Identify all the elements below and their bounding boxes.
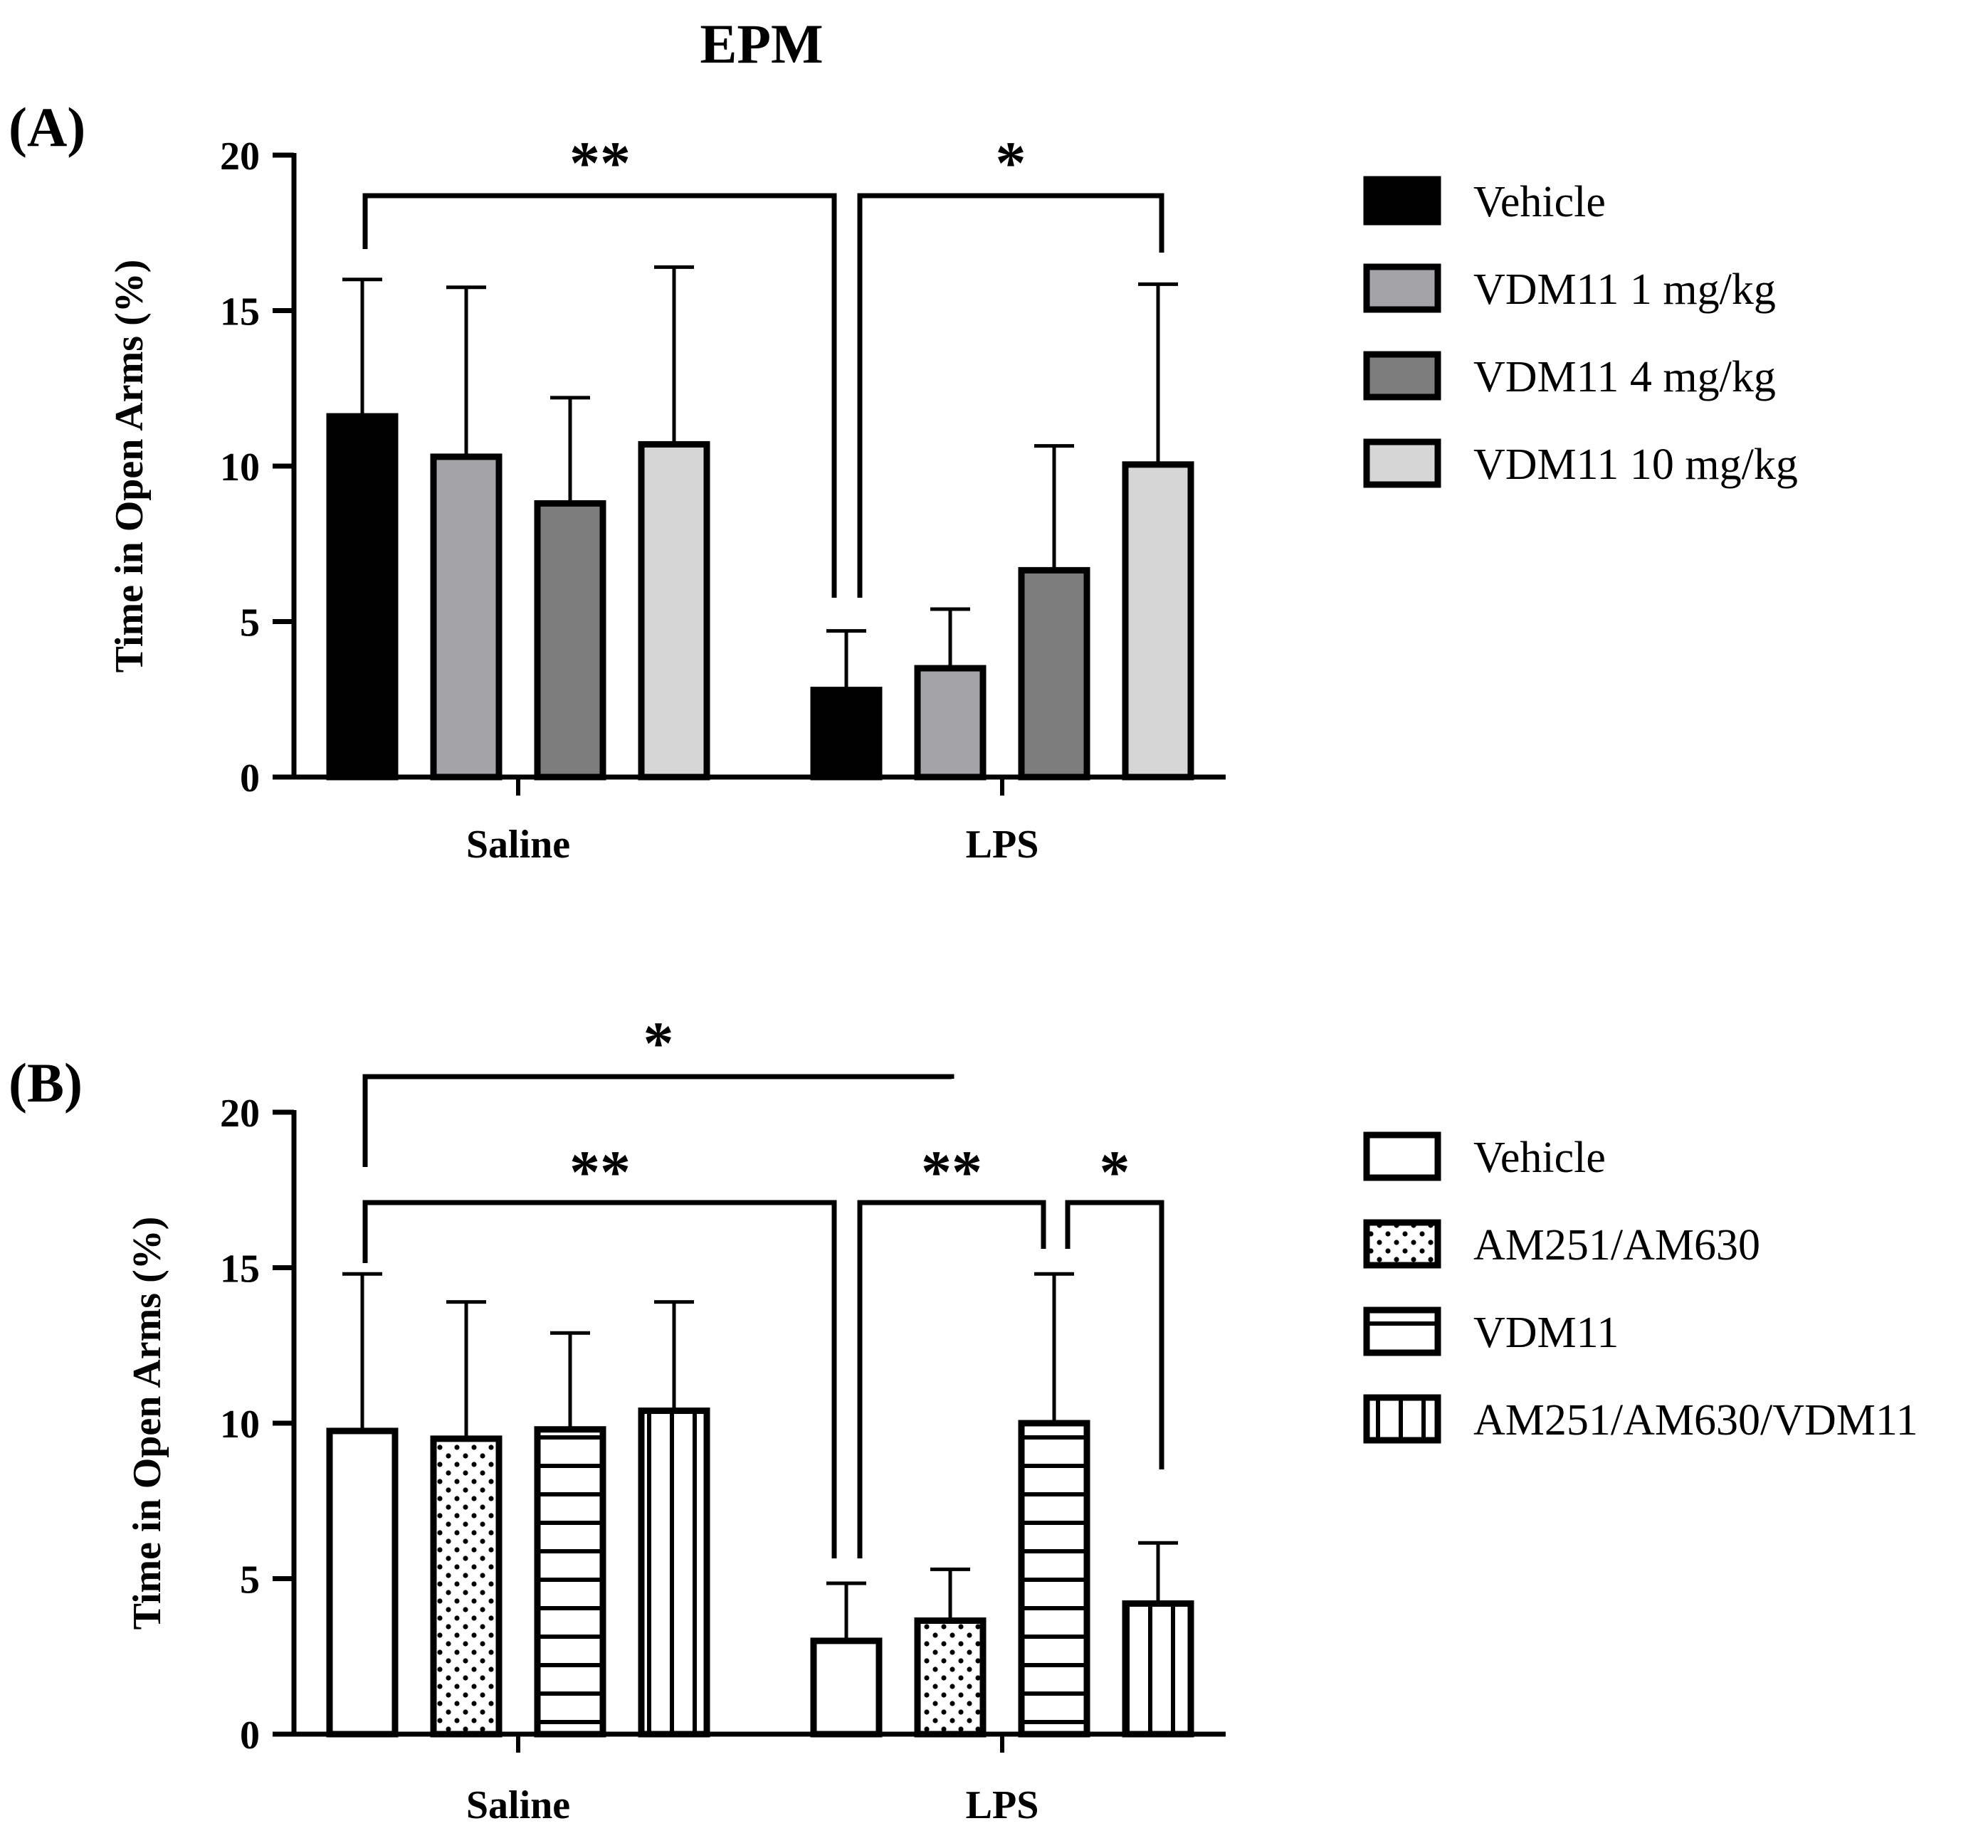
y-tick-label: 5 (240, 1558, 260, 1603)
x-category-label: LPS (966, 1783, 1039, 1827)
y-tick-label: 15 (220, 290, 260, 334)
significance-label: ** (569, 1138, 631, 1206)
panel-label: (B) (9, 1052, 83, 1114)
bar (534, 500, 606, 781)
y-tick-label: 10 (220, 445, 260, 490)
y-tick-label: 20 (220, 1092, 260, 1136)
legend-swatch (1363, 351, 1441, 401)
bar (638, 440, 710, 781)
significance-bracket (857, 1200, 1046, 1558)
bar (430, 1435, 503, 1738)
legend-swatch (1363, 176, 1441, 226)
legend-label: VDM11 4 mg/kg (1473, 353, 1776, 401)
significance-bracket (1065, 1200, 1164, 1469)
legend-label: VDM11 10 mg/kg (1473, 440, 1798, 489)
bar (810, 1637, 883, 1738)
x-category-label: LPS (966, 823, 1039, 867)
bar (326, 413, 399, 781)
bar (430, 453, 503, 781)
legend-swatch (1363, 438, 1441, 488)
legend-swatch (1363, 1131, 1441, 1181)
significance-label: ** (921, 1138, 982, 1206)
panel-label: (A) (9, 96, 85, 158)
significance-bracket (362, 1074, 954, 1167)
significance-label: * (996, 129, 1026, 197)
y-tick-label: 0 (240, 1714, 260, 1758)
panel-b: (B) Time in Open Arms (%) 0 5 10 15 20 Saline LP… (9, 1009, 1918, 1827)
bar (1122, 1600, 1194, 1738)
significance-label: ** (569, 129, 631, 197)
y-tick-label: 10 (220, 1403, 260, 1447)
figure-title: EPM (700, 13, 823, 75)
significance-label: * (1100, 1138, 1130, 1206)
y-axis-label: Time in Open Arms (%) (107, 260, 152, 673)
y-tick-label: 20 (220, 134, 260, 179)
legend-swatch (1363, 1394, 1441, 1444)
bar (326, 1427, 399, 1738)
legend-swatch (1363, 1306, 1441, 1356)
legend-label: Vehicle (1473, 178, 1606, 226)
significance-bracket (362, 193, 837, 598)
bar (914, 1617, 987, 1738)
legend-label: AM251/AM630 (1473, 1221, 1760, 1269)
bar (1122, 461, 1194, 781)
bar (914, 665, 987, 781)
bar (534, 1426, 606, 1738)
legend-label: AM251/AM630/VDM11 (1473, 1396, 1918, 1445)
x-category-label: Saline (466, 823, 570, 867)
legend-label: Vehicle (1473, 1134, 1606, 1182)
y-tick-label: 15 (220, 1247, 260, 1292)
y-axis-label: Time in Open Arms (%) (125, 1217, 169, 1630)
significance-bracket (857, 193, 1164, 598)
y-tick-label: 0 (240, 756, 260, 801)
bar (1018, 566, 1090, 781)
y-tick-label: 5 (240, 601, 260, 645)
bar (810, 687, 883, 781)
significance-label: * (643, 1009, 674, 1077)
panel-a: (A) Time in Open Arms (%) 0 5 10 15 20 Saline LP… (9, 96, 1798, 867)
legend-swatch (1363, 1219, 1441, 1269)
legend-label: VDM11 (1473, 1309, 1619, 1357)
significance-bracket (362, 1200, 837, 1558)
x-category-label: Saline (466, 1783, 570, 1827)
legend-swatch (1363, 263, 1441, 313)
bar (638, 1408, 710, 1738)
bar (1018, 1420, 1090, 1738)
legend-label: VDM11 1 mg/kg (1473, 265, 1776, 314)
